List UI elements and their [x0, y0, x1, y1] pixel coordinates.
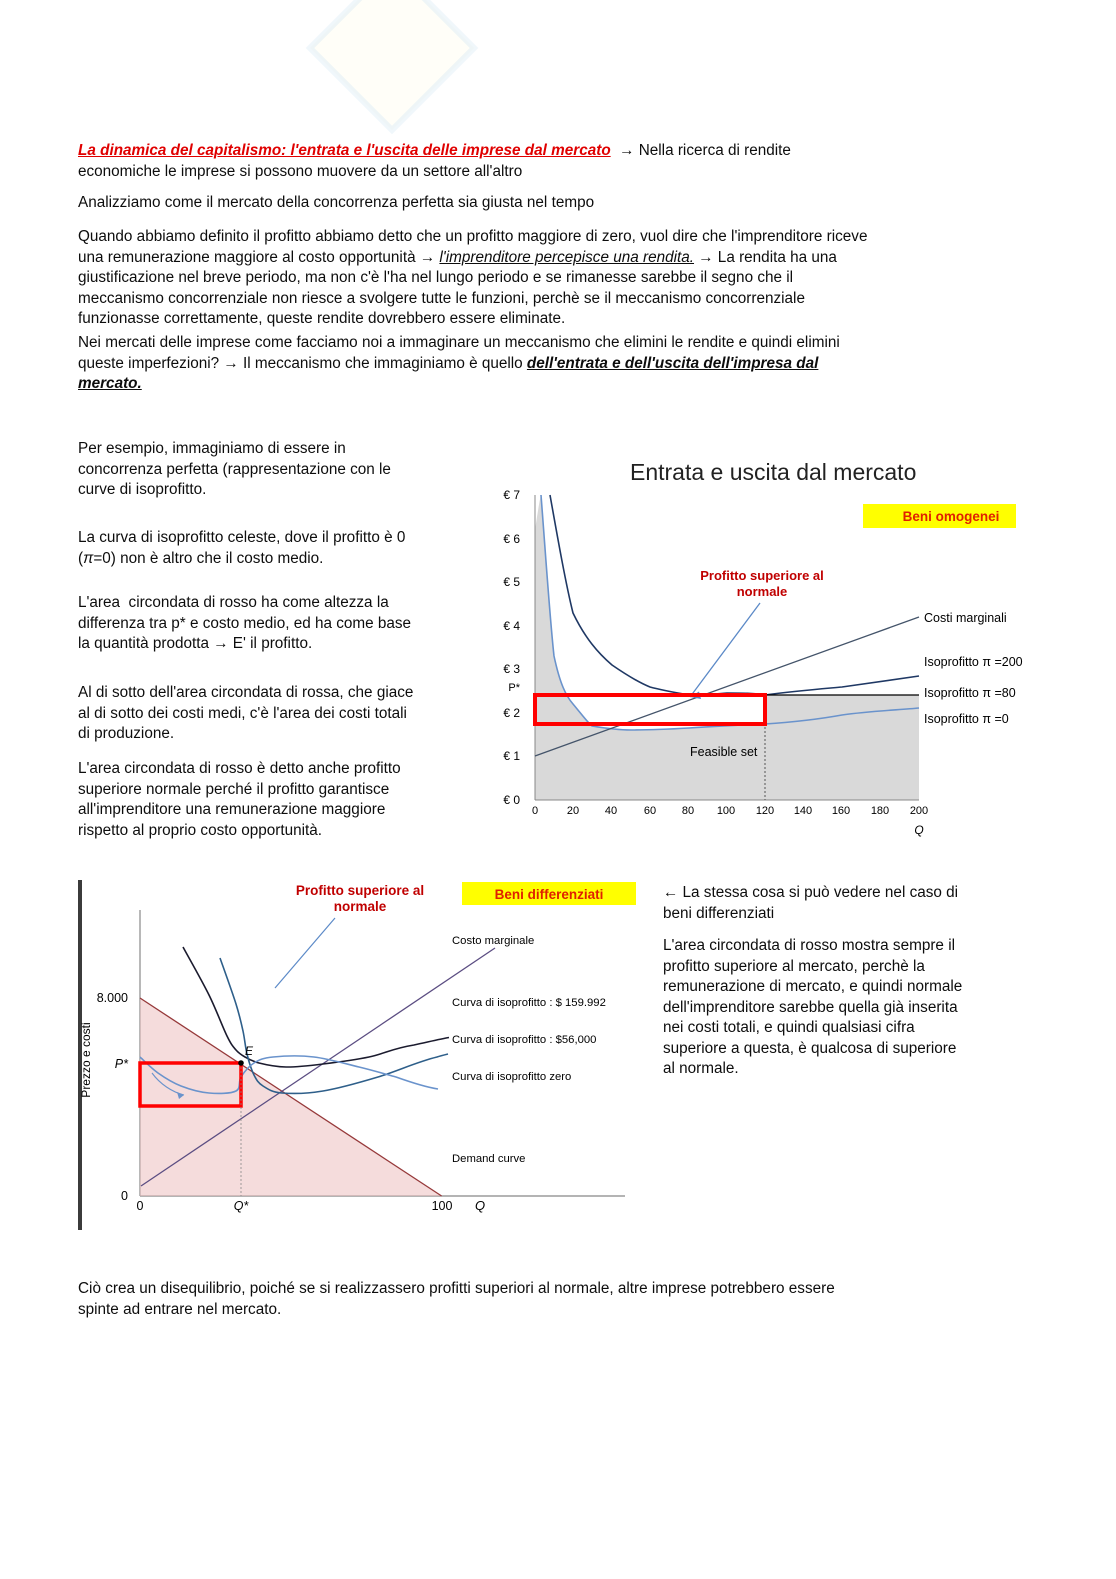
svg-text:Q: Q [914, 823, 923, 837]
svg-text:100: 100 [717, 805, 735, 817]
svg-text:Isoprofitto π =80: Isoprofitto π =80 [924, 686, 1016, 700]
svg-text:Beni differenziati: Beni differenziati [495, 887, 604, 902]
svg-text:60: 60 [644, 805, 656, 817]
svg-text:180: 180 [871, 805, 889, 817]
svg-text:Costo marginale: Costo marginale [452, 935, 534, 947]
svg-text:100: 100 [432, 1199, 453, 1213]
svg-text:Curva di isoprofitto : $ 159.9: Curva di isoprofitto : $ 159.992 [452, 997, 606, 1009]
svg-text:80: 80 [682, 805, 694, 817]
svg-text:€ 2: € 2 [503, 706, 520, 720]
svg-text:Curva di isoprofitto zero: Curva di isoprofitto zero [452, 1071, 571, 1083]
svg-text:€ 0: € 0 [503, 793, 520, 807]
svg-text:140: 140 [794, 805, 812, 817]
svg-text:€ 4: € 4 [503, 619, 520, 633]
svg-text:Isoprofitto π =200: Isoprofitto π =200 [924, 655, 1023, 669]
svg-text:200: 200 [910, 805, 928, 817]
svg-text:0: 0 [137, 1199, 144, 1213]
svg-text:Prezzo e costi: Prezzo e costi [79, 1022, 93, 1097]
svg-text:160: 160 [832, 805, 850, 817]
svg-text:Profitto superiore al: Profitto superiore al [700, 568, 824, 583]
svg-text:20: 20 [567, 805, 579, 817]
svg-text:Profitto superiore al: Profitto superiore al [296, 883, 424, 898]
svg-text:€ 6: € 6 [503, 532, 520, 546]
svg-text:40: 40 [605, 805, 617, 817]
svg-text:Q*: Q* [234, 1199, 250, 1213]
svg-text:P*: P* [115, 1057, 129, 1071]
svg-text:€ 1: € 1 [503, 749, 520, 763]
svg-text:Curva di isoprofitto : $56,000: Curva di isoprofitto : $56,000 [452, 1034, 596, 1046]
svg-text:120: 120 [756, 805, 774, 817]
svg-text:€ 3: € 3 [503, 662, 520, 676]
svg-text:0: 0 [121, 1189, 128, 1203]
svg-text:Demand curve: Demand curve [452, 1153, 525, 1165]
svg-text:Costi marginali: Costi marginali [924, 611, 1007, 625]
svg-text:Feasible set: Feasible set [690, 745, 758, 759]
svg-text:€ 7: € 7 [503, 488, 520, 502]
svg-text:E: E [245, 1044, 254, 1058]
svg-text:€ 5: € 5 [503, 575, 520, 589]
svg-text:Isoprofitto π =0: Isoprofitto π =0 [924, 712, 1009, 726]
svg-text:Beni omogenei: Beni omogenei [903, 509, 1000, 524]
svg-text:Entrata e uscita dal mercato: Entrata e uscita dal mercato [630, 459, 916, 485]
svg-text:normale: normale [334, 899, 387, 914]
svg-text:normale: normale [737, 584, 788, 599]
svg-text:P*: P* [508, 682, 520, 694]
svg-text:0: 0 [532, 805, 538, 817]
svg-text:8.000: 8.000 [97, 991, 128, 1005]
svg-text:Q: Q [475, 1198, 485, 1213]
